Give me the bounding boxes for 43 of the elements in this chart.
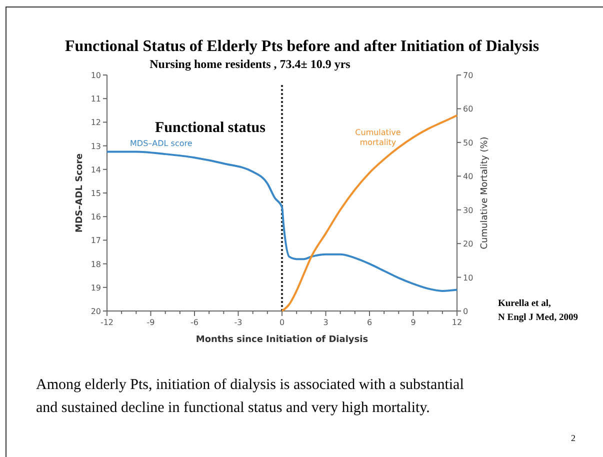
y-tick-label: 14: [90, 165, 101, 174]
text: 2: [571, 433, 576, 443]
x-tick-label: -9: [146, 318, 155, 327]
y2-tick-label: 70: [463, 71, 474, 80]
y2-tick-label: 30: [463, 206, 474, 215]
x-tick-label: -12: [100, 318, 114, 327]
x-tick-label: -3: [234, 318, 242, 327]
y-tick-label: 15: [90, 189, 101, 198]
text: and sustained decline in functional status and very high mortality.: [36, 400, 430, 416]
y-tick-label: 13: [90, 142, 101, 151]
y-tick-label: 20: [90, 307, 101, 316]
x-tick-label: 12: [452, 318, 462, 327]
y-tick-label: 11: [90, 94, 101, 104]
y2-tick-label: 60: [463, 104, 474, 114]
y2-tick-label: 40: [463, 172, 474, 182]
y2-tick-label: 0: [463, 307, 468, 316]
text: N Engl J Med, 2009: [498, 313, 578, 323]
y2-tick-label: 20: [463, 240, 474, 249]
y2-axis-title: Cumulative Mortality (%): [480, 136, 490, 250]
y-tick-label: 17: [90, 236, 101, 246]
text: Among elderly Pts, initiation of dialysis is associated with a substantial: [36, 377, 464, 393]
y-tick-label: 10: [90, 71, 101, 80]
annotation: Functional status: [155, 120, 266, 136]
x-tick-label: 0: [279, 318, 285, 327]
x-axis-title: Months since Initiation of Dialysis: [196, 335, 368, 345]
y-tick-label: 12: [90, 118, 101, 128]
y2-tick-label: 10: [463, 273, 474, 282]
x-tick-label: 9: [410, 318, 416, 327]
y-tick-label: 16: [90, 212, 101, 222]
x-tick-label: 6: [366, 318, 372, 327]
chart-subtitle: Nursing home residents , 73.4± 10.9 yrs: [150, 57, 351, 71]
y-tick-label: 18: [90, 260, 101, 269]
y-tick-label: 19: [90, 283, 101, 292]
y2-tick-label: 50: [463, 138, 474, 148]
series-label: MDS–ADL score: [130, 139, 192, 148]
text: Kurella et al,: [498, 299, 552, 309]
x-tick-label: -6: [190, 318, 198, 327]
series-label: Cumulative mortality: [355, 128, 401, 147]
y-axis-title: MDS–ADL Score: [75, 153, 85, 233]
line-series: [281, 114, 458, 312]
x-tick-label: 3: [323, 318, 328, 327]
line-series: [106, 150, 458, 292]
chart-title: Functional Status of Elderly Pts before and after Initiation of Dialysis: [64, 38, 540, 55]
